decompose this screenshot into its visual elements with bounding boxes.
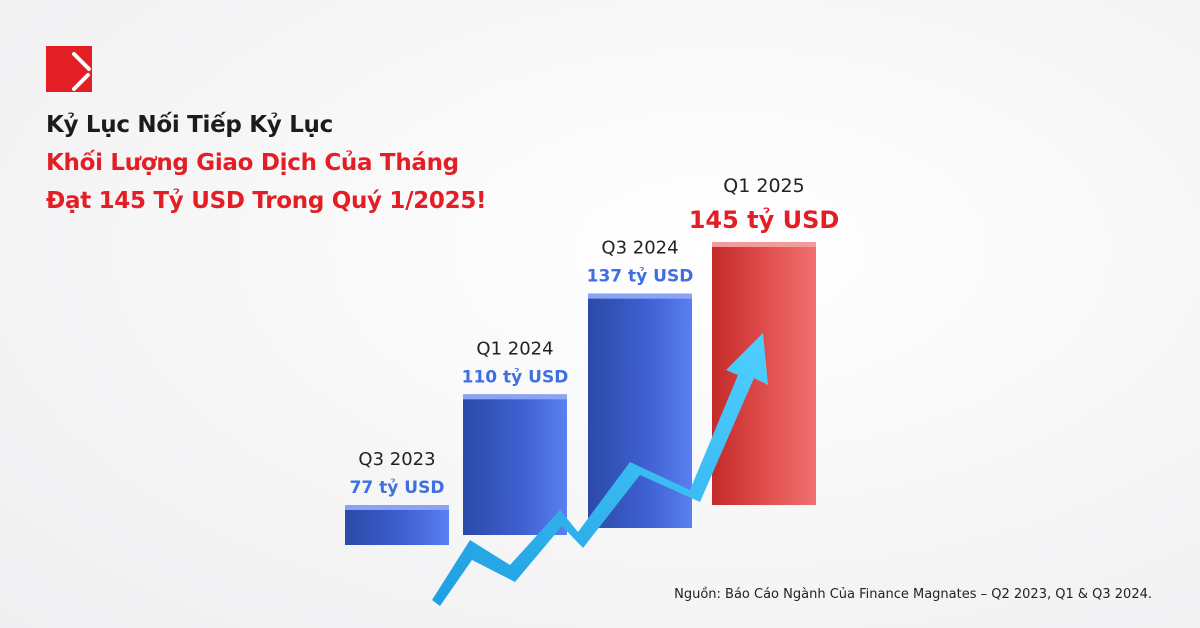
data-label: 110 tỷ USD — [462, 367, 569, 387]
bar-q3-2024 — [588, 293, 692, 528]
bar-q3-2023 — [345, 505, 449, 545]
category-label: Q3 2024 — [601, 238, 678, 259]
logo-icon — [46, 46, 92, 92]
headline-line-3: Đạt 145 Tỷ USD Trong Quý 1/2025! — [46, 188, 487, 214]
bar-q1-2024 — [463, 394, 567, 535]
category-label: Q1 2025 — [723, 175, 804, 197]
brand-logo — [46, 46, 92, 92]
category-label: Q1 2024 — [476, 338, 553, 359]
headline-line-2: Khối Lượng Giao Dịch Của Tháng — [46, 150, 459, 176]
bar-top — [588, 293, 692, 299]
data-label: 77 tỷ USD — [350, 478, 445, 498]
bar-body — [345, 505, 449, 545]
bar-top — [712, 242, 816, 247]
source-note: Nguồn: Báo Cáo Ngành Của Finance Magnate… — [674, 587, 1152, 602]
bar-top — [463, 394, 567, 400]
bar-body — [463, 394, 567, 535]
trend-arrow-icon — [432, 333, 768, 606]
data-label: 145 tỷ USD — [689, 206, 840, 234]
bar-top — [345, 505, 449, 510]
data-label: 137 tỷ USD — [587, 267, 694, 287]
category-label: Q3 2023 — [358, 449, 435, 470]
bar-body — [588, 293, 692, 528]
headline-line-1: Kỷ Lục Nối Tiếp Kỷ Lục — [46, 112, 333, 138]
headline: Kỷ Lục Nối Tiếp Kỷ Lục Khối Lượng Giao D… — [46, 106, 487, 220]
